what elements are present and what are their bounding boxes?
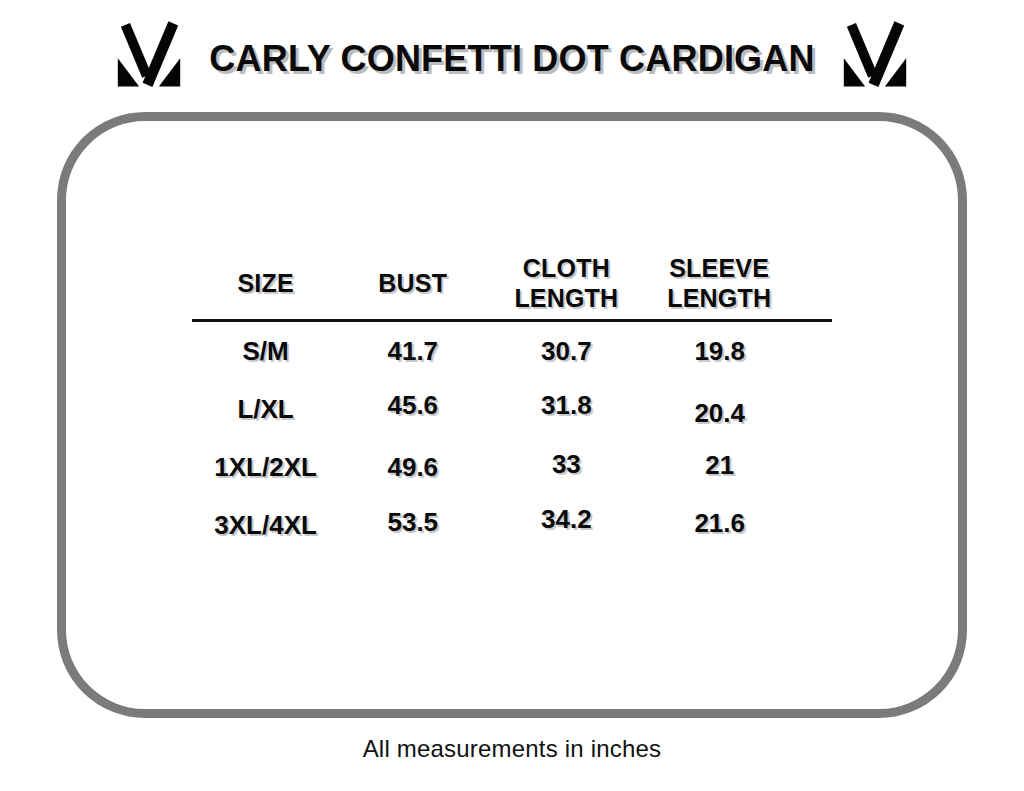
column-header-bust: BUST xyxy=(339,254,486,321)
table-row: 1XL/2XL49.63321 xyxy=(192,438,832,496)
table-cell: S/M xyxy=(192,321,339,381)
table-cell: 33 xyxy=(486,435,646,493)
header: CARLY CONFETTI DOT CARDIGAN xyxy=(0,0,1024,102)
size-chart-page: CARLY CONFETTI DOT CARDIGAN SIZE BUST CL… xyxy=(0,0,1024,791)
table-cell: 34.2 xyxy=(486,490,646,548)
column-header-size: SIZE xyxy=(192,254,339,321)
table-row: S/M41.730.719.8 xyxy=(192,321,832,381)
table-cell: 19.8 xyxy=(646,321,832,381)
column-header-sleeve-length: SLEEVE LENGTH xyxy=(646,254,832,321)
table-cell: 30.7 xyxy=(486,321,646,381)
table-cell: 31.8 xyxy=(486,376,646,434)
size-chart-panel: SIZE BUST CLOTH LENGTH SLEEVE LENGTH S/M… xyxy=(57,112,967,718)
table-cell: 41.7 xyxy=(339,321,486,381)
table-cell: L/XL xyxy=(192,380,339,438)
header-row: SIZE BUST CLOTH LENGTH SLEEVE LENGTH xyxy=(192,254,832,321)
table-cell: 1XL/2XL xyxy=(192,438,339,496)
table-cell: 49.6 xyxy=(339,438,486,496)
table-cell: 21 xyxy=(646,436,832,494)
product-title: CARLY CONFETTI DOT CARDIGAN xyxy=(209,32,814,80)
brand-m-logo-right-icon xyxy=(837,14,913,98)
column-header-cloth-length: CLOTH LENGTH xyxy=(486,254,646,321)
brand-m-logo-left-icon xyxy=(111,14,187,98)
size-table-header: SIZE BUST CLOTH LENGTH SLEEVE LENGTH xyxy=(192,254,832,321)
size-table: SIZE BUST CLOTH LENGTH SLEEVE LENGTH S/M… xyxy=(192,254,832,554)
table-row: 3XL/4XL53.534.221.6 xyxy=(192,496,832,554)
table-cell: 45.6 xyxy=(339,376,486,434)
table-row: L/XL45.631.820.4 xyxy=(192,380,832,438)
table-cell: 3XL/4XL xyxy=(192,496,339,554)
size-table-body: S/M41.730.719.8L/XL45.631.820.41XL/2XL49… xyxy=(192,321,832,555)
table-cell: 21.6 xyxy=(646,494,832,552)
table-cell: 20.4 xyxy=(646,384,832,442)
table-cell: 53.5 xyxy=(339,493,486,551)
measurement-note: All measurements in inches xyxy=(0,735,1024,763)
